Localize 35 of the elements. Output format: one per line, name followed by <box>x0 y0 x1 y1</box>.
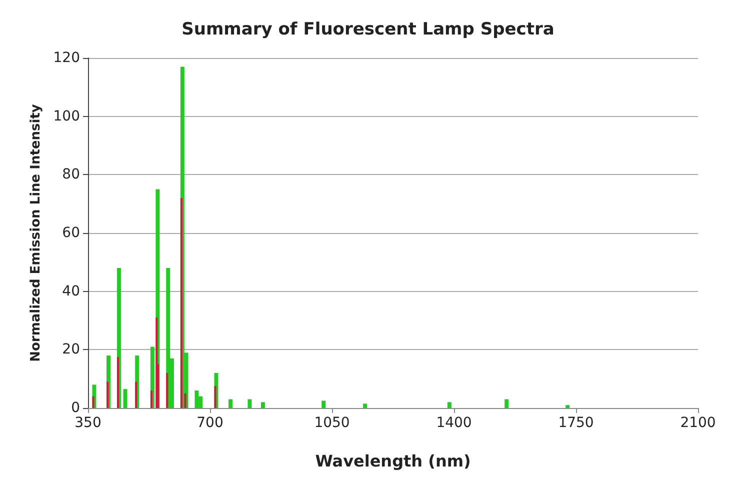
y-tick-label: 120 <box>53 50 80 66</box>
bar <box>566 405 570 408</box>
y-tick-label: 60 <box>62 225 80 241</box>
bar <box>180 198 182 408</box>
bar <box>135 382 138 408</box>
bar <box>248 399 252 408</box>
bar <box>363 404 368 408</box>
x-tick-label: 350 <box>74 415 102 431</box>
bar <box>184 393 186 408</box>
x-tick-label: 1050 <box>314 415 350 431</box>
bar <box>260 402 265 408</box>
bar <box>106 382 109 408</box>
bar <box>228 399 233 408</box>
chart-title: Summary of Fluorescent Lamp Spectra <box>182 20 554 40</box>
bar <box>123 389 128 408</box>
bar <box>214 386 216 408</box>
bar <box>92 396 94 408</box>
y-axis-title: Normalized Emission Line Intensity <box>28 104 44 362</box>
bar <box>322 400 326 408</box>
bar <box>194 390 199 408</box>
bar <box>447 402 452 408</box>
bar <box>116 356 119 408</box>
y-tick-label: 20 <box>62 342 80 358</box>
x-tick-label: 700 <box>196 415 224 431</box>
y-tick-label: 0 <box>71 400 80 416</box>
x-tick-label: 2100 <box>680 415 716 431</box>
y-tick-label: 40 <box>62 283 80 300</box>
y-tick-label: 100 <box>53 108 80 124</box>
bar <box>166 373 168 408</box>
x-axis-title: Wavelength (nm) <box>315 452 471 470</box>
y-tick-label: 80 <box>62 166 80 183</box>
bar <box>150 390 152 408</box>
x-tick-label: 1400 <box>436 415 472 431</box>
bar <box>504 399 509 408</box>
x-tick-label: 1750 <box>558 415 594 431</box>
